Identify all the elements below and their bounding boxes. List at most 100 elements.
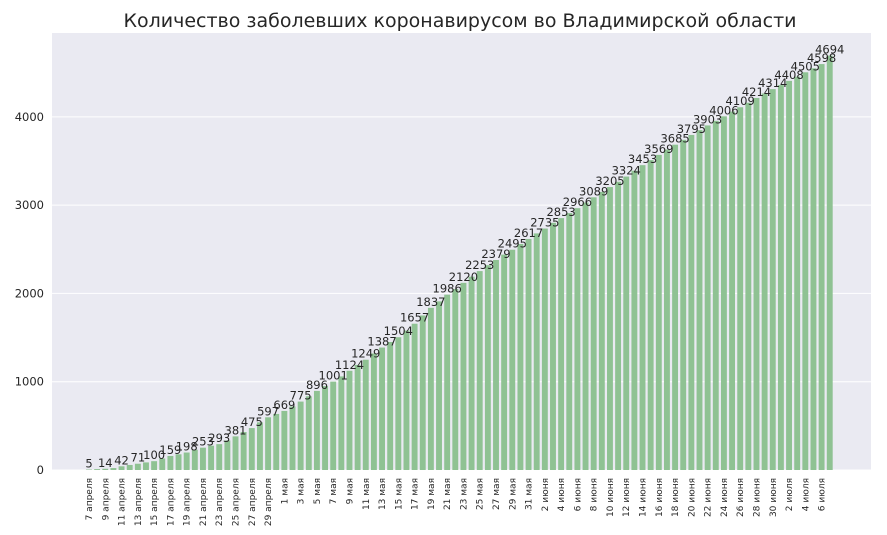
x-tick-label: 23 мая [459,478,469,510]
bar [712,120,719,470]
x-tick-label: 16 июня [655,478,665,517]
bar [362,359,369,470]
bar [468,276,475,470]
bar [794,76,801,470]
bar [777,85,784,471]
bar [672,144,679,470]
x-tick-label: 8 июня [590,478,600,511]
bar [484,265,491,470]
bar [517,243,524,470]
bar [745,102,752,470]
x-tick-label: 5 мая [313,478,323,504]
data-label: 3795 [677,122,706,136]
bar [175,454,182,470]
x-tick-label: 15 мая [394,478,404,510]
x-tick-label: 18 июня [671,478,681,517]
data-label: 2120 [449,270,478,284]
bar [191,449,198,470]
x-tick-label: 2 июня [541,478,551,511]
x-tick-label: 7 апреля [85,478,95,520]
x-tick-label: 4 июля [801,478,811,511]
data-labels: 5 14 42 71100159198253293381475597669775896… [85,43,844,471]
data-label: 4598 [807,51,836,65]
bar [663,149,670,471]
data-label: 475 [241,415,263,429]
bar [704,125,711,470]
bar [574,208,581,470]
bar [655,154,662,470]
bar [240,432,247,470]
data-label: 775 [290,389,312,403]
data-label: 4694 [815,43,844,57]
x-tick-label: 7 мая [329,478,339,504]
data-label: 2617 [514,226,543,240]
x-tick-label: 12 июня [622,478,632,517]
bar [493,259,499,470]
data-label: 42 [114,453,129,467]
y-axis: 0 1000 2000 3000 4000 [15,110,44,477]
x-tick-label: 25 апреля [232,478,242,526]
bar [411,323,418,470]
bar [476,271,483,470]
bar [200,447,206,470]
data-label: 381 [225,423,247,437]
data-label: 1249 [351,347,380,361]
data-label: 4314 [758,76,787,90]
bar [256,422,263,470]
bar [281,410,288,470]
bar [183,452,190,470]
y-tick-label: 0 [37,463,44,477]
bar [688,134,695,470]
bar [720,116,727,470]
bar [737,107,744,471]
x-tick-label: 9 апреля [101,478,111,520]
data-label: 3569 [644,142,673,156]
bar [248,428,255,470]
bar [607,187,613,470]
bar [598,191,605,470]
data-label: 2966 [563,195,592,209]
data-label: 1657 [400,311,429,325]
data-label: 3205 [595,174,624,188]
bar [436,301,442,470]
x-tick-label: 24 июня [720,478,730,517]
data-label: 2495 [498,237,527,251]
bar [297,401,304,470]
bar [151,461,158,470]
x-tick-label: 30 июня [769,478,779,517]
bar [322,386,329,470]
x-tick-label: 23 апреля [215,478,225,526]
bar [501,254,508,470]
bar [647,160,654,471]
data-label: 3089 [579,184,608,198]
bar [631,170,638,471]
bar [729,111,736,470]
y-tick-label: 1000 [15,375,44,389]
x-tick-label: 13 мая [378,478,388,510]
data-label: 159 [159,443,181,457]
x-tick-label: 11 мая [362,478,372,510]
bar [533,233,540,470]
bar [786,80,792,470]
bar [558,218,565,470]
bar [224,440,231,470]
bar [444,294,451,470]
bar [110,468,117,470]
x-tick-label: 10 июня [606,478,616,517]
chart-title: Количество заболевших коронавирусом во В… [123,10,796,32]
bar [126,464,133,470]
bars [86,55,833,471]
y-tick-label: 4000 [15,110,44,124]
x-tick-label: 19 апреля [183,478,193,526]
bar [460,282,467,470]
bar [232,436,239,470]
data-label: 3903 [693,112,722,126]
bar [143,462,149,470]
x-tick-label: 20 июня [687,478,697,517]
x-tick-label: 6 июня [573,478,583,511]
data-label: 1387 [367,335,396,349]
x-axis: 7 апреля 9 апреля 11 апреля 13 апреля 15 апр… [85,478,828,526]
x-tick-label: 11 апреля [118,478,128,526]
bar [159,458,166,470]
bar [769,89,776,470]
